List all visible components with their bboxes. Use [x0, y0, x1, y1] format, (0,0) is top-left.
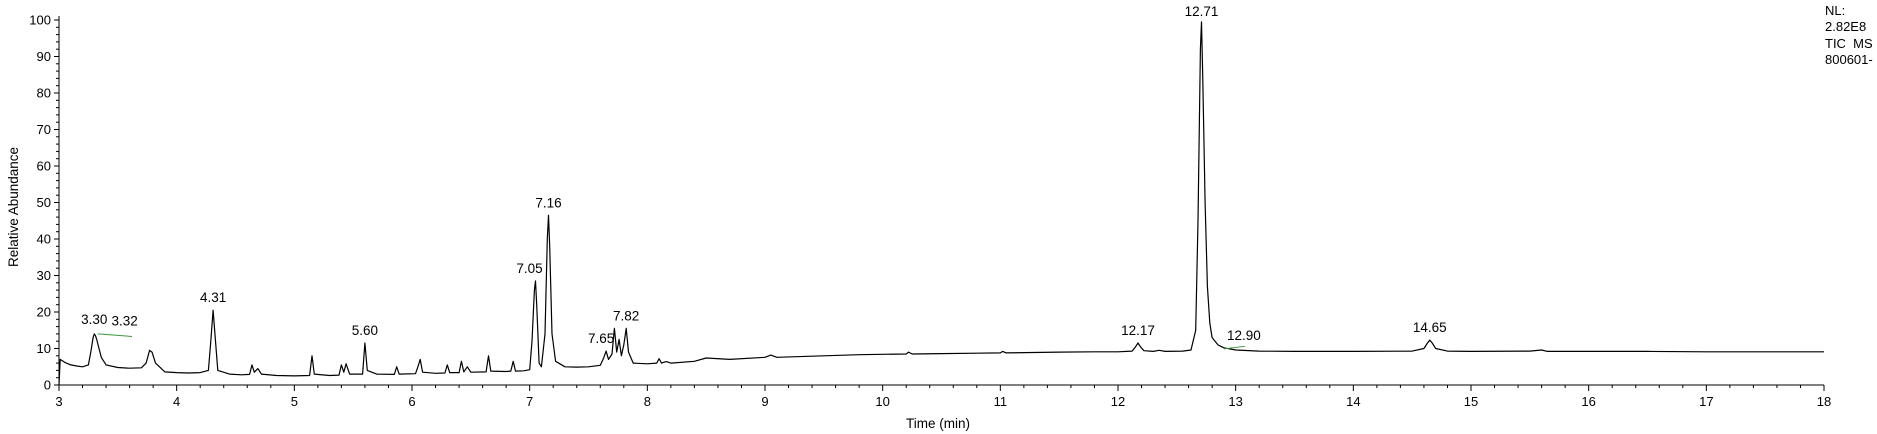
y-tick-label: 100 [29, 13, 51, 28]
y-tick-label: 30 [37, 268, 51, 283]
y-tick-label: 80 [37, 86, 51, 101]
peak-label: 5.60 [352, 323, 378, 338]
info-panel: NL: 2.82E8 TIC MS 800601- [1825, 3, 1873, 67]
x-tick-label: 3 [55, 394, 62, 409]
peak-label: 12.90 [1227, 328, 1261, 343]
x-tick-label: 6 [408, 394, 415, 409]
peak-label: 7.82 [613, 308, 639, 323]
y-tick-label: 0 [44, 378, 51, 393]
y-tick-label: 20 [37, 305, 51, 320]
y-axis: 0 10 20 30 40 50 60 70 80 90 100 [29, 13, 60, 393]
peak-labels: 3.30 3.32 4.31 5.60 7.05 7.16 7.65 7.82 12.17 12.… [81, 4, 1447, 346]
x-axis-title: Time (min) [906, 416, 970, 431]
x-tick-label: 4 [173, 394, 180, 409]
peak-label: 14.65 [1413, 320, 1447, 335]
plot-area [58, 21, 1824, 386]
x-tick-label: 18 [1817, 394, 1831, 409]
x-tick-label: 5 [291, 394, 298, 409]
file-name: 800601- [1825, 52, 1873, 67]
x-tick-label: 8 [644, 394, 651, 409]
label-leader-line [1223, 345, 1246, 350]
peak-label: 12.71 [1185, 4, 1219, 19]
y-tick-label: 50 [37, 195, 51, 210]
y-tick-label: 70 [37, 122, 51, 137]
peak-label: 3.32 [112, 313, 138, 328]
x-tick-label: 17 [1699, 394, 1713, 409]
y-tick-label: 60 [37, 159, 51, 174]
peak-label: 7.16 [535, 195, 561, 210]
x-tick-label: 15 [1464, 394, 1478, 409]
x-tick-label: 7 [526, 394, 533, 409]
x-tick-label: 9 [761, 394, 768, 409]
x-tick-label: 10 [875, 394, 889, 409]
peak-label: 7.65 [588, 331, 614, 346]
x-axis: 3 4 5 6 7 8 9 10 11 12 13 14 15 16 17 18 [55, 384, 1831, 409]
x-tick-label: 12 [1111, 394, 1125, 409]
tic-trace [58, 21, 1824, 386]
y-tick-label: 10 [37, 341, 51, 356]
y-tick-label: 40 [37, 232, 51, 247]
label-leader-line [97, 333, 132, 337]
peak-label: 3.30 [81, 312, 107, 327]
x-tick-label: 11 [994, 394, 1008, 409]
scan-type: TIC MS [1825, 36, 1873, 51]
nl-label: NL: [1825, 3, 1845, 18]
y-tick-label: 90 [37, 49, 51, 64]
x-tick-label: 13 [1228, 394, 1242, 409]
x-tick-label: 14 [1346, 394, 1360, 409]
peak-label: 12.17 [1121, 323, 1155, 338]
y-axis-title: Relative Abundance [6, 147, 21, 267]
nl-value: 2.82E8 [1825, 19, 1866, 34]
peak-label: 7.05 [516, 261, 542, 276]
x-tick-label: 16 [1581, 394, 1595, 409]
peak-label: 4.31 [200, 290, 226, 305]
